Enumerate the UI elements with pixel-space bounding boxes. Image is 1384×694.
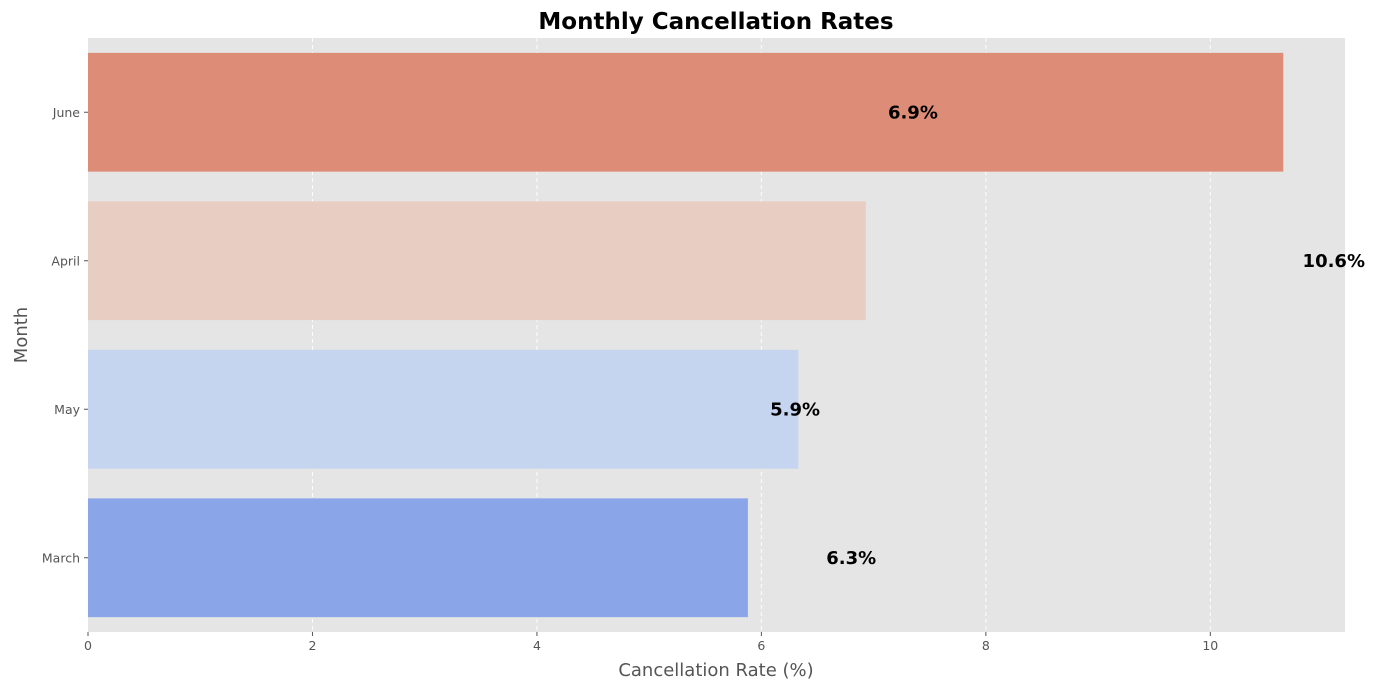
data-labels: 6.9% 10.6% 5.9% 6.3% [770,102,1365,569]
y-tick-label-march: March [42,550,80,565]
bar-may [88,349,799,469]
y-axis-label: Month [11,307,32,363]
bar-march [88,498,748,618]
bars [88,52,1284,618]
x-tick-label: 2 [308,638,316,653]
y-tick-label-april: April [51,253,80,268]
x-axis-label: Cancellation Rate (%) [618,660,813,681]
bar-april [88,201,866,321]
data-label-march: 6.3% [826,548,876,569]
data-label-april: 10.6% [1303,251,1365,272]
y-tick-label-may: May [54,402,80,417]
y-tick-label-june: June [52,105,81,120]
data-label-june: 6.9% [888,102,938,123]
x-tick-label: 4 [533,638,541,653]
y-axis-ticks: June April May March [42,105,88,565]
x-tick-label: 10 [1202,638,1218,653]
bar-june [88,52,1284,172]
x-tick-label: 6 [757,638,765,653]
data-label-may: 5.9% [770,399,820,420]
x-tick-label: 8 [982,638,990,653]
x-axis-ticks: 0 2 4 6 8 10 [84,632,1218,653]
x-tick-label: 0 [84,638,92,653]
chart-title: Monthly Cancellation Rates [538,9,893,35]
